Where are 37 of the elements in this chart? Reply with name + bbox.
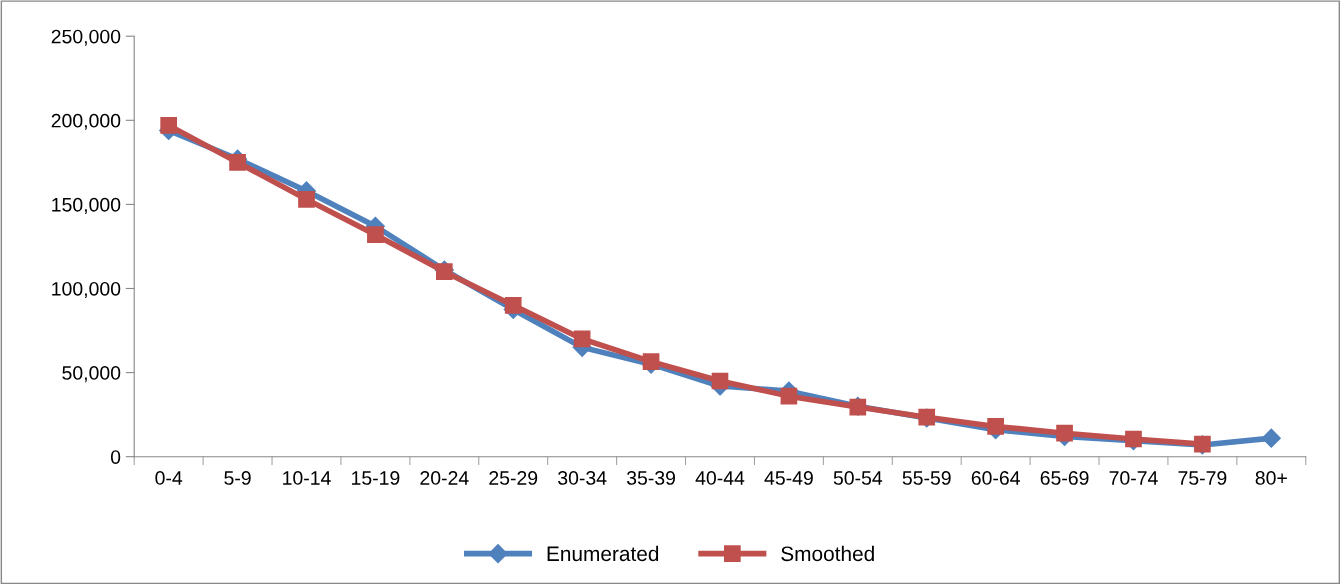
- legend-label: Enumerated: [547, 545, 659, 562]
- x-tick-label: 10-14: [283, 471, 331, 485]
- x-tick-label: 75-79: [1178, 471, 1227, 485]
- point: [1261, 428, 1281, 448]
- x-tick-label: 0-4: [155, 471, 183, 485]
- point: [229, 154, 246, 171]
- x-tick-label: 30-34: [558, 471, 607, 485]
- point: [1056, 424, 1073, 442]
- point: [642, 353, 660, 370]
- point: [573, 330, 591, 348]
- point: [504, 296, 522, 314]
- x-tick-label: 45-49: [764, 471, 813, 485]
- point: [367, 226, 384, 244]
- point: [711, 372, 729, 390]
- y-tick-label: 200,000: [51, 113, 121, 130]
- x-tick-label: 80+: [1255, 471, 1287, 485]
- x-tick-label: 40-44: [695, 471, 745, 485]
- y-tick-label: 150,000: [52, 197, 121, 214]
- x-tick-label: 50-54: [833, 471, 883, 485]
- legend-label: Smoothed: [781, 545, 874, 562]
- x-tick-label: 15-19: [352, 471, 400, 485]
- x-tick-label: 65-69: [1040, 471, 1089, 485]
- y-tick-label: 100,000: [52, 281, 121, 299]
- x-tick-label: 35-39: [626, 471, 676, 485]
- y-tick-label: 50,000: [62, 366, 121, 383]
- x-tick-label: 20-24: [420, 471, 469, 485]
- y-tick-label: 0: [110, 450, 121, 464]
- x-tick-label: 70-74: [1109, 471, 1158, 485]
- point: [160, 117, 177, 134]
- x-tick-label: 55-59: [902, 471, 951, 485]
- x-tick-label: 60-64: [971, 471, 1020, 485]
- point: [987, 418, 1004, 435]
- point: [780, 387, 798, 405]
- x-tick-label: 25-29: [489, 471, 538, 485]
- point: [298, 191, 315, 208]
- x-tick-label: 5-9: [224, 471, 251, 485]
- y-tick-label: 250,000: [51, 29, 121, 46]
